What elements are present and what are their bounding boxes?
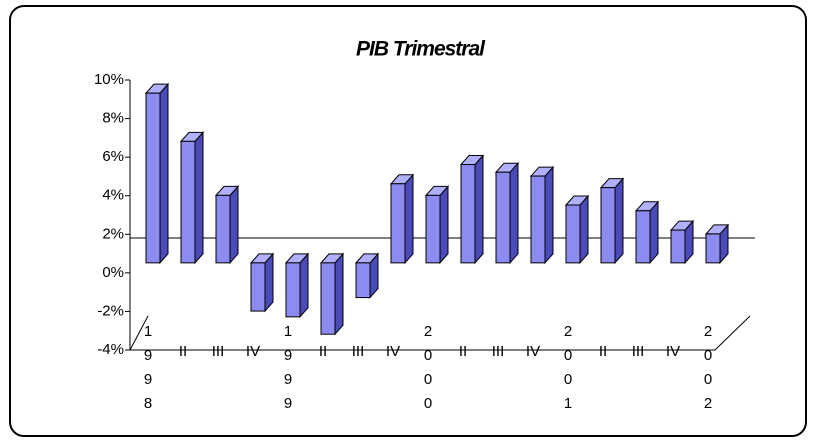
bar bbox=[144, 82, 170, 265]
bar bbox=[704, 223, 730, 265]
x-tick-label: IV bbox=[386, 343, 400, 360]
x-tick-label: II bbox=[599, 343, 607, 360]
bar bbox=[354, 252, 380, 299]
bar bbox=[669, 219, 695, 265]
y-tick-label: -2% bbox=[97, 302, 124, 319]
x-tick-label: II bbox=[179, 343, 187, 360]
bar bbox=[599, 177, 625, 265]
bar bbox=[494, 161, 520, 265]
bar bbox=[319, 252, 345, 336]
bar bbox=[389, 173, 415, 265]
x-tick-label: III bbox=[212, 343, 225, 360]
y-tick-label: -4% bbox=[97, 341, 124, 358]
floor-edge bbox=[130, 315, 751, 351]
y-tick-label: 2% bbox=[102, 225, 124, 242]
bar bbox=[529, 165, 555, 265]
bar bbox=[634, 200, 660, 265]
bar bbox=[249, 252, 275, 313]
bar bbox=[424, 185, 450, 265]
y-tick-label: 4% bbox=[102, 187, 124, 204]
y-tick-label: 6% bbox=[102, 148, 124, 165]
x-tick-label: II bbox=[319, 343, 327, 360]
x-tick-label: IV bbox=[246, 343, 260, 360]
bar bbox=[459, 154, 485, 265]
y-tick-label: 10% bbox=[94, 71, 124, 88]
y-tick-label: 0% bbox=[102, 264, 124, 281]
floor-edge bbox=[129, 315, 149, 351]
x-tick-label: II bbox=[459, 343, 467, 360]
x-tick-label: III bbox=[352, 343, 365, 360]
bar bbox=[214, 185, 240, 265]
x-tick-label: IV bbox=[666, 343, 680, 360]
x-tick-label: III bbox=[632, 343, 645, 360]
chart-title: PIB Trimestral bbox=[356, 38, 486, 61]
y-tick-label: 8% bbox=[102, 110, 124, 127]
bar bbox=[179, 131, 205, 265]
bar bbox=[564, 194, 590, 265]
x-tick-label: III bbox=[492, 343, 505, 360]
bar bbox=[284, 252, 310, 319]
x-tick-label: IV bbox=[526, 343, 540, 360]
